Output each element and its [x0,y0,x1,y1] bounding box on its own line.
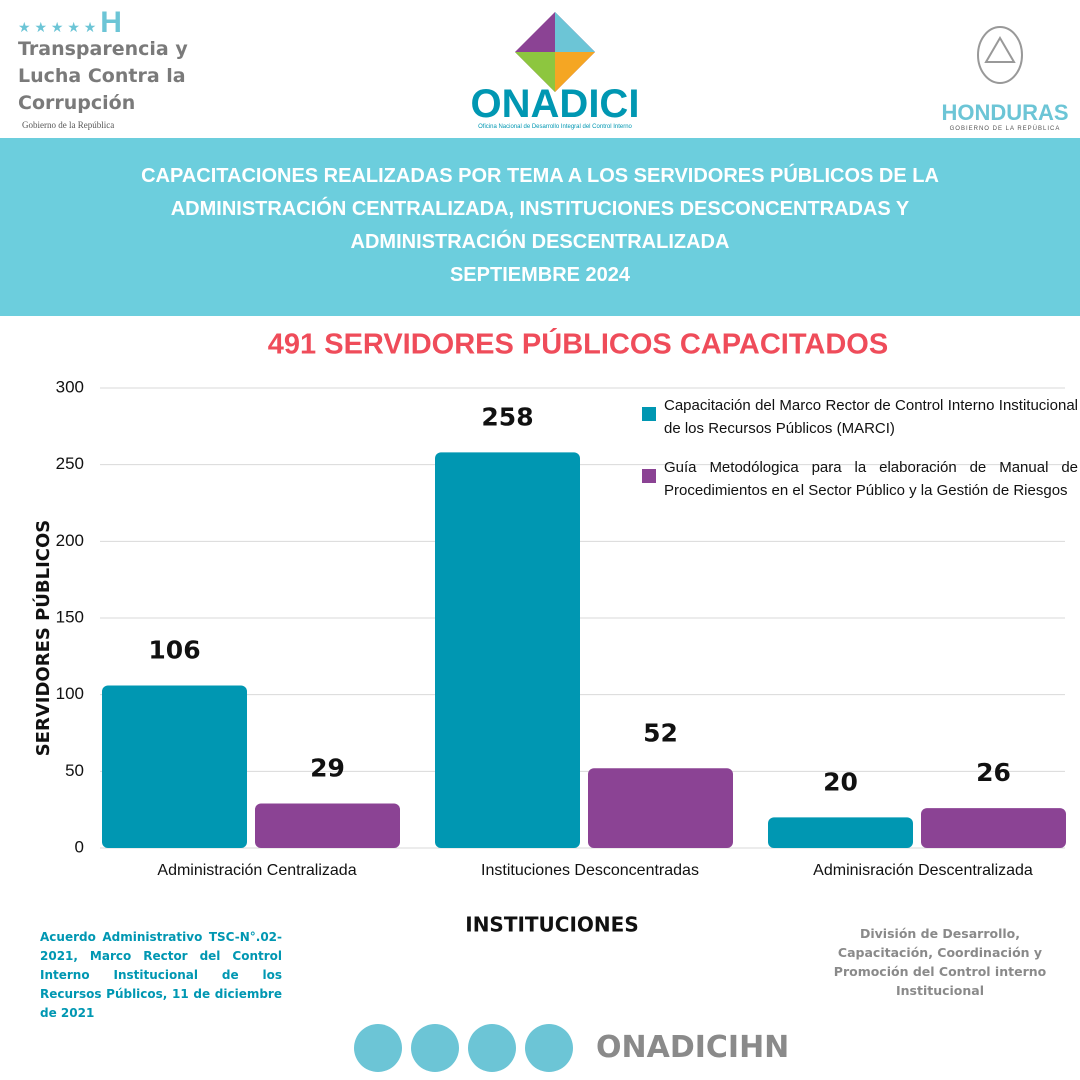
bar [435,452,580,848]
x-axis-label: INSTITUCIONES [465,913,638,937]
legend-entry: Guía Metodólogica para la elaboración de… [642,456,1078,502]
data-label: 26 [976,758,1011,787]
onadici-emblem [515,12,595,92]
bar [588,768,733,848]
social-icons [354,1024,573,1072]
y-tick-label: 200 [56,531,84,550]
logo-line: Corrupción [18,92,136,114]
bar [768,817,913,848]
bar [102,685,247,848]
facebook-icon[interactable] [354,1024,402,1072]
banner-line: ADMINISTRACIÓN DESCENTRALIZADA [350,231,730,253]
bar [921,808,1066,848]
legend-swatch [642,407,656,421]
instagram-icon[interactable] [411,1024,459,1072]
twitter-icon[interactable] [468,1024,516,1072]
data-label: 20 [823,767,858,796]
right-sub: GOBIERNO DE LA REPÚBLICA [949,126,1061,132]
y-axis-label: SERVIDORES PÚBLICOS [32,520,54,757]
legend-label: Capacitación del Marco Rector de Control… [664,397,1078,437]
legend-swatch [642,469,656,483]
legend-label: Guía Metodólogica para la elaboración de… [664,459,1078,499]
y-tick-label: 250 [56,454,84,473]
honduras-emblem [977,26,1023,84]
banner-line: CAPACITACIONES REALIZADAS POR TEMA A LOS… [141,165,939,187]
handle: ONADICIHN [596,1030,790,1065]
banner-line: SEPTIEMBRE 2024 [449,264,631,286]
stars: ★ ★ ★ ★ ★ H [18,6,122,39]
legend-entry: Capacitación del Marco Rector de Control… [642,394,1078,440]
y-tick-label: 50 [65,761,84,780]
left-logo: Transparencia y Lucha Contra la Corrupci… [18,36,188,117]
data-label: 106 [148,635,200,664]
bar [255,803,400,848]
logo-line: Transparencia y [18,38,188,60]
y-tick-label: 150 [56,607,84,626]
chart-title: 491 SERVIDORES PÚBLICOS CAPACITADOS [268,327,888,361]
tiktok-icon[interactable] [525,1024,573,1072]
left-note: Acuerdo Administrativo TSC-N°.02-2021, M… [40,930,282,1020]
center-logo: ONADICI [470,82,640,126]
data-label: 258 [481,402,533,431]
banner: CAPACITACIONES REALIZADAS POR TEMA A LOS… [0,138,1080,316]
right-logo: HONDURAS [941,100,1069,125]
y-tick-label: 0 [75,837,84,856]
right-note: División de Desarrollo, Capacitación, Co… [833,926,1047,998]
center-sub: Oficina Nacional de Desarrollo Integral … [478,124,632,130]
x-tick-label: Administración Centralizada [157,862,356,879]
x-tick-label: Instituciones Desconcentradas [481,862,699,879]
data-label: 52 [643,718,678,747]
left-sub: Gobierno de la República [22,120,115,130]
banner-line: ADMINISTRACIÓN CENTRALIZADA, INSTITUCION… [170,198,910,220]
data-label: 29 [310,754,345,783]
y-tick-label: 300 [56,377,84,396]
x-tick-label: Adminisración Descentralizada [813,862,1033,879]
y-tick-label: 100 [56,684,84,703]
logo-line: Lucha Contra la [18,65,186,87]
